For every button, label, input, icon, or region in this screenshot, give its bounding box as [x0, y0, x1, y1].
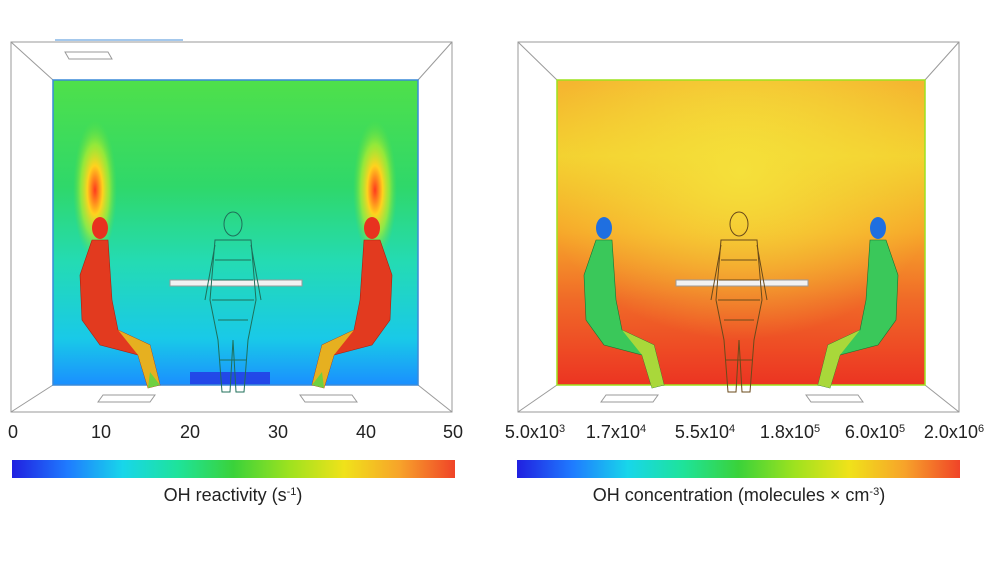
- seated-person-right: [311, 217, 393, 389]
- seated-person-right: [817, 217, 899, 389]
- reactivity-tick: 50: [442, 422, 464, 442]
- concentration-tick: 2.0x106: [923, 422, 985, 442]
- floor-vent-right: [805, 394, 864, 403]
- standing-person-center: [204, 211, 262, 393]
- room-outer-frame: [517, 41, 960, 413]
- reactivity-tick: 20: [179, 422, 201, 442]
- standing-person-center: [710, 211, 768, 393]
- reactivity-colorbar: [12, 460, 455, 478]
- oh-concentration-room-render: [517, 41, 960, 478]
- reactivity-colorbar-label: OH reactivity (s-1): [163, 485, 303, 505]
- seated-person-left: [79, 217, 161, 389]
- ceiling-vent: [64, 51, 113, 60]
- reactivity-colorbar-ticks: 0 10 20 30 40 50: [0, 422, 500, 448]
- concentration-tick: 6.0x105: [844, 422, 906, 442]
- room-outer-frame: [10, 41, 453, 413]
- concentration-colorbar-ticks: 5.0x103 1.7x104 5.5x104 1.8x105 6.0x105 …: [500, 422, 1000, 448]
- floor-vent-right: [299, 394, 358, 403]
- table: [675, 279, 809, 287]
- floor-vent-left: [600, 394, 659, 403]
- reactivity-tick: 40: [355, 422, 377, 442]
- reactivity-tick: 0: [7, 422, 19, 442]
- seated-person-left: [583, 217, 665, 389]
- oh-concentration-panel: 5.0x103 1.7x104 5.5x104 1.8x105 6.0x105 …: [500, 0, 1000, 563]
- concentration-tick: 1.7x104: [585, 422, 647, 442]
- concentration-tick: 5.0x103: [504, 422, 566, 442]
- oh-reactivity-room-render: [10, 39, 455, 478]
- concentration-colorbar: [517, 460, 960, 478]
- reactivity-tick: 10: [90, 422, 112, 442]
- concentration-colorbar-label: OH concentration (molecules × cm-3): [592, 485, 886, 505]
- reactivity-tick: 30: [267, 422, 289, 442]
- concentration-tick: 1.8x105: [759, 422, 821, 442]
- oh-reactivity-panel: 0 10 20 30 40 50 OH reactivity (s-1): [0, 39, 500, 505]
- table: [169, 279, 303, 287]
- floor-vent-left: [97, 394, 156, 403]
- concentration-tick: 5.5x104: [674, 422, 736, 442]
